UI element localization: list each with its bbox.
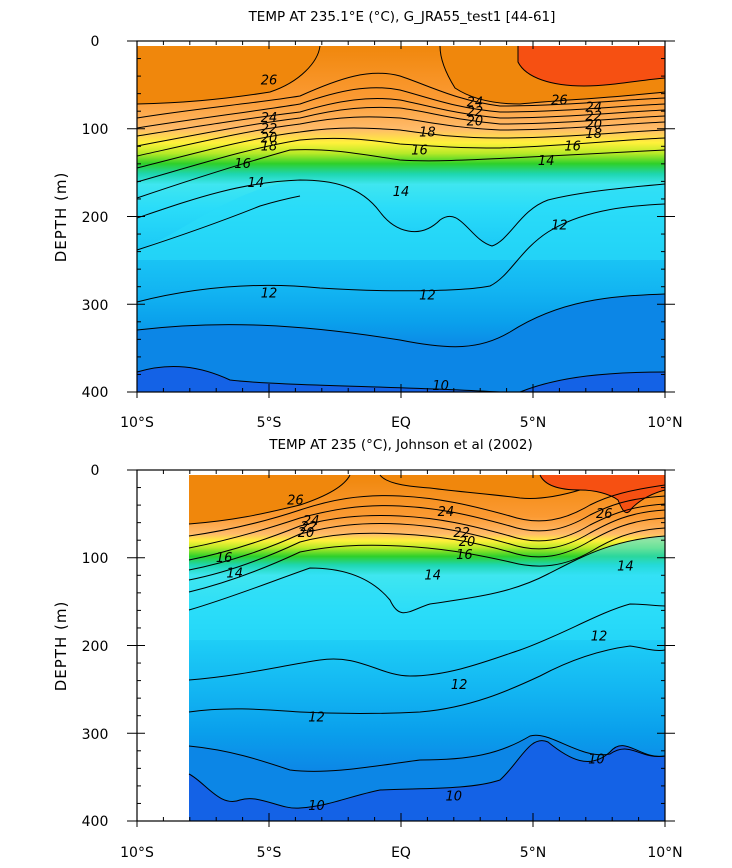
panel-2-xtick-eq: EQ (391, 845, 411, 861)
contour-label: 26 (261, 74, 278, 89)
panel-1-xtick-10n: 10°N (647, 415, 682, 431)
contour-label: 16 (411, 144, 428, 159)
panel-1-ytick-100: 100 (82, 122, 109, 138)
contour-label: 14 (538, 154, 555, 169)
contour-label: 16 (564, 139, 581, 154)
contour-label: 22 (585, 110, 602, 125)
contour-label: 12 (308, 711, 325, 726)
panel-1-surface-band-east (440, 46, 665, 104)
panel-2-contour-lines (188, 474, 666, 809)
contour-label: 12 (419, 289, 436, 304)
panel-1-ylabel: DEPTH (m) (52, 172, 70, 263)
panel-1-ticks (127, 40, 675, 398)
panel-2-xtick-5n: 5°N (520, 845, 546, 861)
contour-label: 20 (298, 526, 315, 541)
contour-label: 22 (261, 122, 278, 137)
panel-1-xtick-5s: 5°S (257, 415, 282, 431)
contour-label: 20 (467, 115, 484, 130)
panel-2-xtick-10s: 10°S (120, 845, 154, 861)
panel-2-surface-band-mid (380, 475, 580, 499)
contour-label: 26 (287, 494, 304, 509)
panel-1-surface-band (137, 46, 320, 104)
contour-label: 12 (591, 630, 608, 645)
panel-1-ytick-300: 300 (82, 298, 109, 314)
contour-label: 18 (419, 125, 436, 140)
contour-label: 22 (300, 520, 317, 535)
panel-1-deepest-water-east (520, 372, 665, 392)
contour-label: 22 (467, 105, 484, 120)
panel-2-title: TEMP AT 235 (°C), Johnson et al (2002) (268, 437, 533, 453)
contour-label: 26 (551, 94, 568, 109)
panel-2-warm-pool (540, 475, 665, 513)
contour-label: 14 (617, 560, 634, 575)
panel-1-ytick-400: 400 (82, 385, 109, 401)
contour-label: 24 (303, 514, 320, 529)
panel-1: TEMP AT 235.1°E (°C), G_JRA55_test1 [44-… (52, 9, 683, 431)
contour-label: 20 (585, 118, 602, 133)
panel-2-xtick-5s: 5°S (257, 845, 282, 861)
contour-label: 14 (393, 185, 410, 200)
contour-label: 10 (432, 379, 449, 394)
panel-1-xtick-10s: 10°S (120, 415, 154, 431)
panel-2-deepest-water (189, 740, 665, 821)
panel-1-xtick-eq: EQ (391, 415, 411, 431)
contour-label: 24 (585, 101, 602, 116)
panel-1-deepest-water (137, 366, 500, 392)
panel-1-contour-lines (136, 45, 666, 393)
contour-label: 14 (226, 567, 243, 582)
panel-2-ticks (127, 469, 675, 827)
contour-label: 10 (308, 799, 325, 814)
panel-2-ytick-400: 400 (82, 814, 109, 830)
panel-2-xtick-10n: 10°N (647, 845, 682, 861)
panel-2-cool-dome (189, 536, 665, 640)
contour-label: 12 (551, 218, 568, 233)
contour-label: 20 (261, 131, 278, 146)
panel-2-ylabel: DEPTH (m) (52, 601, 70, 692)
panel-1-cool-dome (137, 180, 665, 260)
contour-label: 18 (261, 139, 278, 154)
contour-label: 16 (234, 157, 251, 172)
contour-label: 10 (446, 789, 463, 804)
panel-1-deep-water (137, 294, 665, 392)
contour-label: 24 (261, 111, 278, 126)
panel-2-ytick-0: 0 (91, 463, 100, 479)
panel-1-warm-pool (518, 46, 665, 86)
panel-1-xtick-5n: 5°N (520, 415, 546, 431)
panel-2-surface-band (189, 475, 350, 524)
contour-label: 14 (424, 568, 441, 583)
contour-label: 16 (456, 548, 473, 563)
contour-label: 24 (467, 95, 484, 110)
contour-label: 24 (438, 505, 455, 520)
contour-label: 26 (596, 507, 613, 522)
contour-label: 16 (216, 551, 233, 566)
panel-1-ytick-200: 200 (82, 210, 109, 226)
contour-label: 12 (261, 287, 278, 302)
panel-2: TEMP AT 235 (°C), Johnson et al (2002) 2… (52, 437, 683, 861)
contour-label: 20 (459, 535, 476, 550)
panel-1-title: TEMP AT 235.1°E (°C), G_JRA55_test1 [44-… (248, 9, 556, 25)
contour-label: 18 (585, 127, 602, 142)
panel-2-ytick-300: 300 (82, 727, 109, 743)
contour-label: 12 (451, 678, 468, 693)
panel-2-ytick-200: 200 (82, 639, 109, 655)
contour-label: 10 (588, 753, 605, 768)
contour-label: 14 (248, 176, 265, 191)
panel-1-ytick-0: 0 (91, 34, 100, 50)
contour-label: 22 (453, 526, 470, 541)
panel-2-ytick-100: 100 (82, 551, 109, 567)
